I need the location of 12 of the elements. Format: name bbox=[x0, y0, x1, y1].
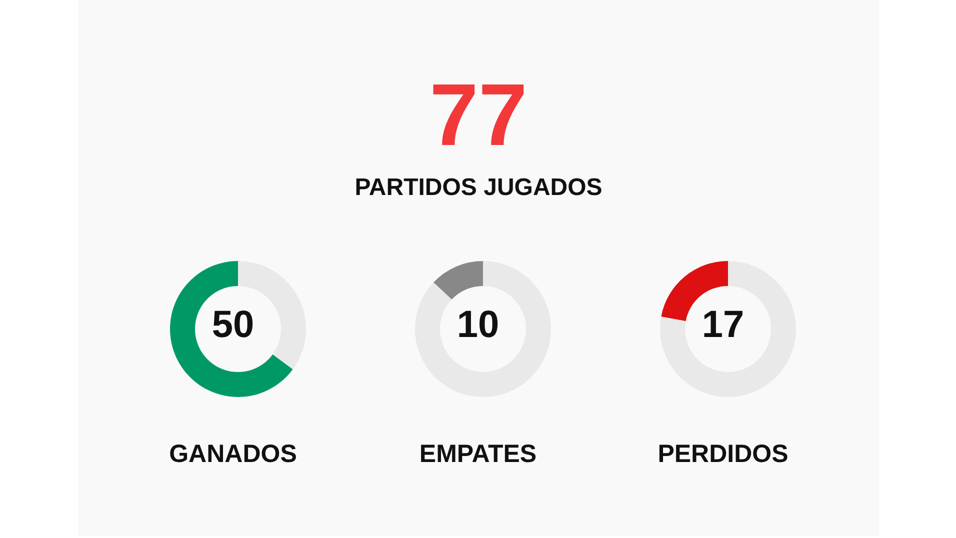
donut-slice bbox=[170, 261, 293, 397]
text: PERDIDOS bbox=[658, 440, 788, 468]
text: GANADOS bbox=[169, 440, 297, 468]
donut-slice bbox=[660, 261, 796, 397]
donut-slice bbox=[433, 261, 483, 300]
data-label: 17 bbox=[702, 304, 744, 346]
text: EMPATES bbox=[419, 440, 537, 468]
data-label: 50 bbox=[212, 304, 254, 346]
text: 77 bbox=[430, 64, 528, 164]
text: PARTIDOS JUGADOS bbox=[354, 174, 602, 201]
data-label: 10 bbox=[456, 304, 500, 346]
donut-slice bbox=[415, 261, 551, 397]
